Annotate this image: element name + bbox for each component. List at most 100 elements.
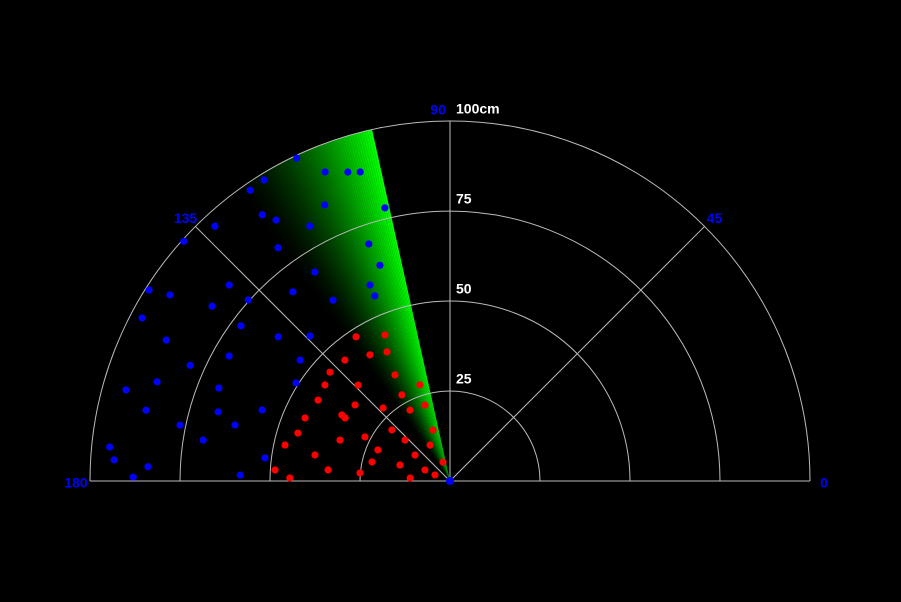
detected-point xyxy=(166,291,174,299)
detected-point xyxy=(352,333,360,341)
detected-point xyxy=(374,446,382,454)
detected-point xyxy=(208,302,216,310)
detected-point xyxy=(366,351,374,359)
detected-point xyxy=(272,216,280,224)
detected-point xyxy=(176,421,184,429)
detected-point xyxy=(162,336,170,344)
range-label: 25 xyxy=(456,371,472,387)
detected-point xyxy=(129,473,137,481)
detected-point xyxy=(383,348,391,356)
detected-point xyxy=(186,361,194,369)
angle-line xyxy=(449,226,705,482)
detected-point xyxy=(311,451,319,459)
detected-point xyxy=(426,441,434,449)
detected-point xyxy=(258,406,266,414)
detected-point xyxy=(368,458,376,466)
detected-point xyxy=(329,296,337,304)
detected-point xyxy=(421,466,429,474)
detected-point xyxy=(110,456,118,464)
angle-label: 180 xyxy=(64,475,88,491)
detected-point xyxy=(379,404,387,412)
detected-point xyxy=(301,414,309,422)
detected-point xyxy=(406,406,414,414)
detected-point xyxy=(321,381,329,389)
detected-point xyxy=(326,368,334,376)
detected-point xyxy=(180,237,188,245)
detected-point xyxy=(324,466,332,474)
detected-point xyxy=(344,168,352,176)
detected-point xyxy=(225,281,233,289)
detected-point xyxy=(225,352,233,360)
angle-label: 0 xyxy=(820,475,828,491)
detected-point xyxy=(142,406,150,414)
detected-point xyxy=(406,474,414,482)
detected-point xyxy=(214,408,222,416)
detected-point xyxy=(286,474,294,482)
detected-point xyxy=(274,333,282,341)
detected-point xyxy=(321,201,329,209)
detected-point xyxy=(431,471,439,479)
detected-point xyxy=(122,386,130,394)
detected-point xyxy=(365,240,373,248)
detected-point xyxy=(199,436,207,444)
detected-point xyxy=(211,222,219,230)
detected-point xyxy=(296,356,304,364)
detected-point xyxy=(429,426,437,434)
detected-point xyxy=(381,331,389,339)
detected-point xyxy=(215,384,223,392)
detected-point xyxy=(338,411,346,419)
detected-point xyxy=(366,281,374,289)
sensor-origin xyxy=(446,477,454,485)
detected-point xyxy=(306,222,314,230)
detected-point xyxy=(421,401,429,409)
detected-point xyxy=(260,176,268,184)
detected-point xyxy=(294,429,302,437)
detected-point xyxy=(396,461,404,469)
detected-point xyxy=(236,471,244,479)
detected-point xyxy=(411,451,419,459)
detected-point xyxy=(439,458,447,466)
detected-point xyxy=(371,292,379,300)
angle-label: 45 xyxy=(707,210,723,226)
detected-point xyxy=(391,371,399,379)
detected-point xyxy=(271,466,279,474)
angle-label: 90 xyxy=(430,102,446,118)
detected-point xyxy=(153,378,161,386)
range-label: 75 xyxy=(456,191,472,207)
detected-point xyxy=(106,443,114,451)
detected-point xyxy=(351,401,359,409)
detected-point xyxy=(336,436,344,444)
detected-point xyxy=(398,391,406,399)
detected-point xyxy=(314,396,322,404)
detected-point xyxy=(401,436,409,444)
detected-point xyxy=(258,211,266,219)
detected-point xyxy=(321,168,329,176)
detected-point xyxy=(244,296,252,304)
detected-point xyxy=(356,168,364,176)
detected-point xyxy=(281,441,289,449)
detected-point xyxy=(306,332,314,340)
detected-point xyxy=(388,426,396,434)
detected-point xyxy=(376,261,384,269)
detected-point xyxy=(231,421,239,429)
detected-point xyxy=(246,186,254,194)
detected-point xyxy=(354,381,362,389)
range-label: 50 xyxy=(456,281,472,297)
detected-point xyxy=(138,314,146,322)
range-label: 100cm xyxy=(456,101,500,117)
detected-point xyxy=(356,469,364,477)
detected-point xyxy=(144,463,152,471)
detected-point xyxy=(311,268,319,276)
detected-point xyxy=(261,454,269,462)
detected-point xyxy=(292,379,300,387)
detected-point xyxy=(416,381,424,389)
detected-point xyxy=(381,204,389,212)
detected-point xyxy=(361,433,369,441)
angle-label: 135 xyxy=(174,210,198,226)
detected-point xyxy=(293,154,301,162)
detected-point xyxy=(341,356,349,364)
detected-point xyxy=(145,286,153,294)
detected-point xyxy=(237,322,245,330)
